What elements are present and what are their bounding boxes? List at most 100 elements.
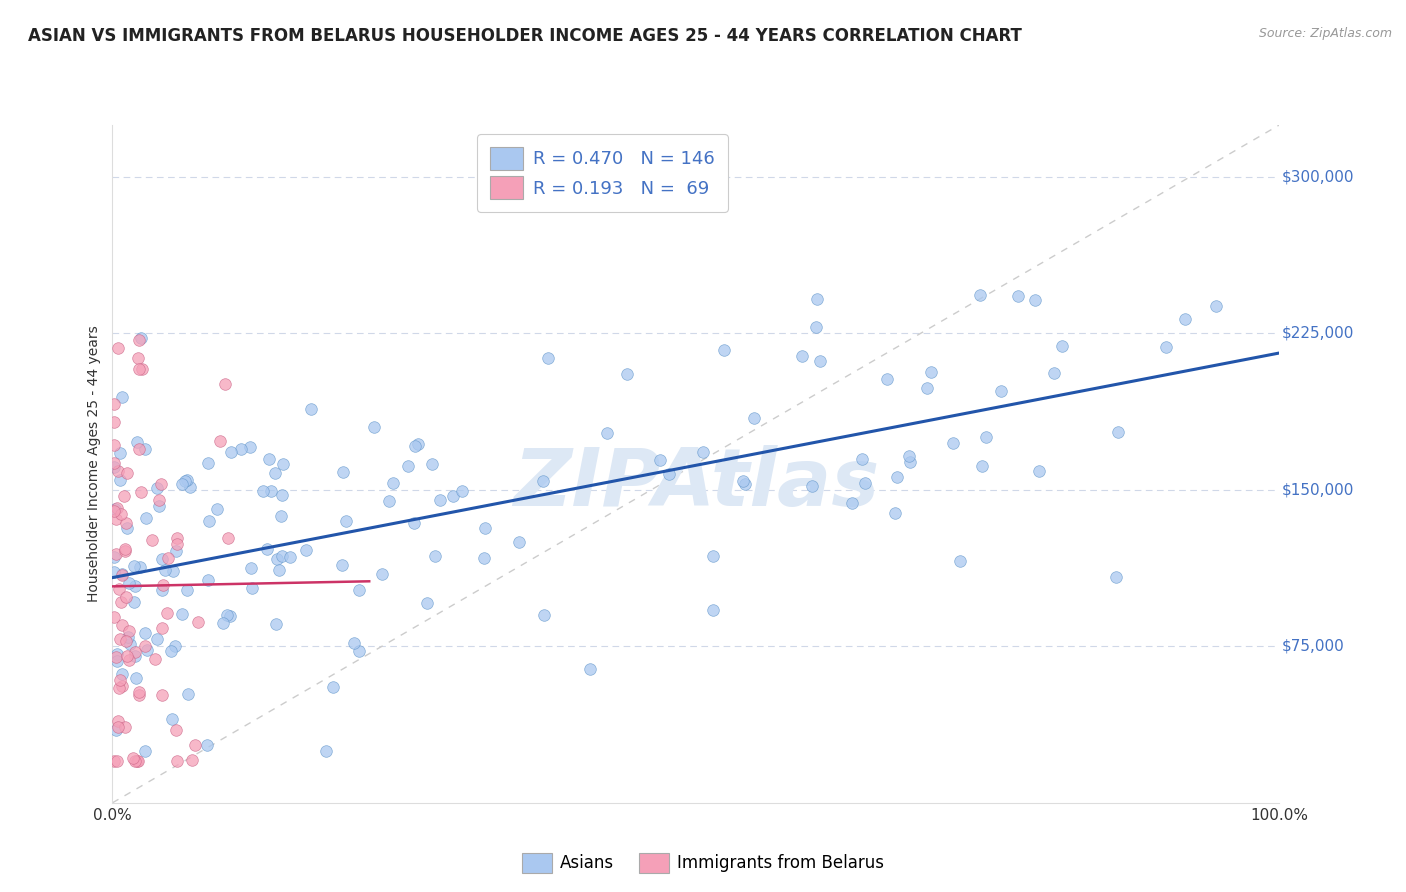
Point [115, 590, 138, 604]
Point [163, 639, 186, 653]
Point [105, 647, 128, 661]
Point [148, 492, 170, 507]
Point [128, 334, 150, 348]
Point [108, 446, 131, 460]
Point [1154, 340, 1177, 354]
Point [382, 475, 405, 490]
Point [363, 419, 385, 434]
Point [416, 596, 439, 610]
Point [145, 481, 167, 495]
Point [141, 533, 163, 547]
Point [134, 744, 156, 758]
Point [537, 351, 560, 366]
Point [808, 354, 831, 368]
Point [128, 362, 150, 376]
Point [378, 494, 401, 508]
Point [150, 621, 173, 635]
Text: $75,000: $75,000 [1282, 639, 1344, 654]
Point [134, 639, 156, 653]
Point [115, 516, 138, 530]
Point [131, 485, 153, 500]
Point [103, 504, 125, 518]
Point [219, 444, 242, 458]
Point [949, 554, 972, 568]
Point [127, 754, 149, 768]
Point [508, 535, 530, 549]
Point [579, 663, 602, 677]
Point [108, 681, 131, 696]
Point [330, 558, 353, 572]
Point [110, 594, 132, 608]
Point [124, 754, 146, 768]
Point [111, 666, 134, 681]
Point [105, 500, 128, 515]
Point [105, 754, 128, 768]
Point [271, 457, 294, 471]
Point [713, 343, 735, 357]
Point [315, 744, 337, 758]
Text: ZIPAtlas: ZIPAtlas [513, 445, 879, 524]
Point [853, 476, 876, 491]
Point [103, 566, 125, 580]
Point [429, 493, 451, 508]
Point [198, 514, 221, 528]
Point [269, 563, 291, 577]
Point [396, 459, 419, 474]
Point [110, 632, 132, 646]
Text: $150,000: $150,000 [1282, 483, 1354, 498]
Point [1007, 289, 1029, 303]
Point [692, 444, 714, 458]
Point [107, 720, 129, 734]
Point [343, 636, 366, 650]
Point [1050, 339, 1073, 353]
Point [156, 606, 179, 620]
Point [104, 502, 127, 516]
Point [370, 567, 392, 582]
Point [103, 438, 125, 452]
Point [105, 512, 128, 526]
Point [197, 456, 219, 470]
Point [742, 411, 765, 425]
Point [648, 452, 671, 467]
Point [252, 484, 274, 499]
Legend: R = 0.470   N = 146, R = 0.193   N =  69: R = 0.470 N = 146, R = 0.193 N = 69 [478, 134, 728, 212]
Point [128, 685, 150, 699]
Point [264, 617, 287, 632]
Point [801, 479, 824, 493]
Point [886, 469, 908, 483]
Point [108, 473, 131, 487]
Point [107, 464, 129, 478]
Point [118, 637, 141, 651]
Point [114, 541, 136, 556]
Point [257, 452, 280, 467]
Point [122, 559, 145, 574]
Point [270, 508, 292, 523]
Point [266, 552, 288, 566]
Point [451, 484, 474, 499]
Point [422, 457, 444, 471]
Point [209, 434, 232, 448]
Point [135, 510, 157, 524]
Text: ASIAN VS IMMIGRANTS FROM BELARUS HOUSEHOLDER INCOME AGES 25 - 44 YEARS CORRELATI: ASIAN VS IMMIGRANTS FROM BELARUS HOUSEHO… [28, 27, 1022, 45]
Point [115, 649, 138, 664]
Point [942, 435, 965, 450]
Point [103, 610, 125, 624]
Point [804, 320, 827, 334]
Point [129, 331, 152, 345]
Point [1043, 366, 1066, 380]
Point [969, 287, 991, 301]
Point [170, 477, 193, 491]
Point [240, 560, 263, 574]
Point [219, 609, 242, 624]
Point [195, 738, 218, 752]
Point [128, 560, 150, 574]
Point [124, 579, 146, 593]
Point [103, 460, 125, 475]
Point [174, 475, 197, 489]
Point [1107, 425, 1129, 439]
Point [108, 673, 131, 687]
Point [162, 564, 184, 578]
Point [841, 496, 863, 510]
Point [180, 753, 202, 767]
Point [122, 595, 145, 609]
